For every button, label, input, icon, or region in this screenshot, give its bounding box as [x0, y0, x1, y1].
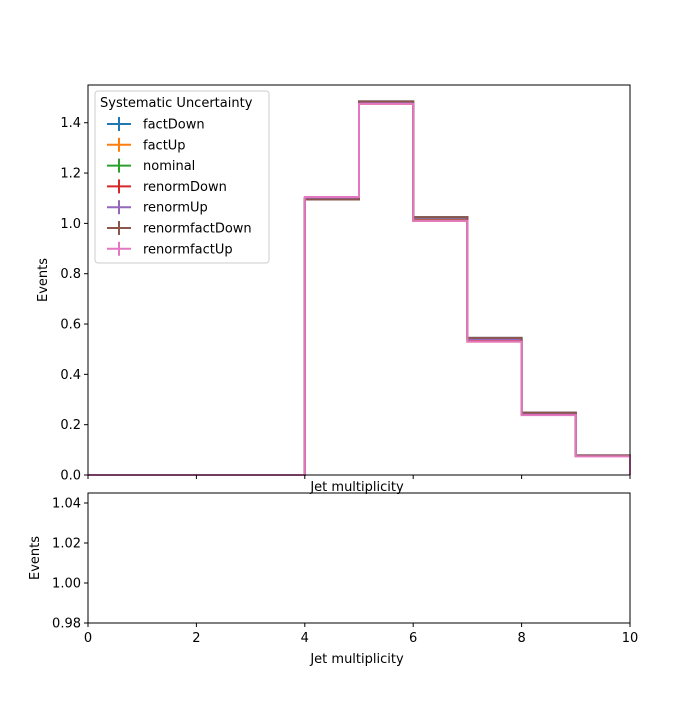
- bottom-y-tick-label: 1.02: [52, 537, 81, 552]
- top-x-axis-label: Jet multiplicity: [309, 480, 404, 495]
- bottom-axes-frame: [87, 492, 631, 624]
- top-y-tick-label: 0.4: [60, 368, 81, 383]
- top-y-tick-label: 1.4: [60, 116, 81, 131]
- legend-entry-renormfactUp: renormfactUp: [107, 241, 233, 257]
- bottom-y-tick-label: 1.00: [52, 577, 81, 592]
- legend-entry-factUp: factUp: [107, 137, 186, 153]
- legend-entries: factDown factUp nominal renormDown renormUp r…: [107, 117, 252, 257]
- bottom-x-axis-label: Jet multiplicity: [309, 652, 404, 667]
- bottom-x-ticks: 0 2 4 6 8 10: [84, 623, 638, 646]
- legend: Systematic Uncertainty factDown factUp nom…: [94, 90, 270, 264]
- top-y-tick-label: 0.0: [60, 469, 81, 484]
- legend-label: renormDown: [143, 180, 227, 195]
- top-y-tick-label: 0.8: [60, 267, 81, 282]
- bottom-x-tick-label: 2: [192, 631, 200, 646]
- legend-label: nominal: [143, 159, 195, 174]
- top-y-tick-label: 0.6: [60, 318, 81, 333]
- legend-title: Systematic Uncertainty: [100, 96, 253, 111]
- bottom-y-tick-label: 1.04: [52, 497, 81, 512]
- bottom-y-ticks: 0.98 1.00 1.02 1.04: [52, 497, 88, 632]
- legend-box: [94, 90, 270, 264]
- bottom-panel: 0.98 1.00 1.02 1.04 0 2 4 6 8 10 Events Jet mult…: [28, 492, 638, 667]
- legend-label: renormfactUp: [143, 242, 233, 257]
- top-y-tick-label: 0.2: [60, 418, 81, 433]
- top-y-axis-label: Events: [36, 258, 51, 302]
- top-y-tick-label: 1.0: [60, 217, 81, 232]
- legend-entry-nominal: nominal: [107, 158, 195, 174]
- legend-entry-renormDown: renormDown: [107, 179, 227, 195]
- bottom-x-tick-label: 6: [409, 631, 417, 646]
- bottom-x-tick-label: 8: [517, 631, 525, 646]
- bottom-x-tick-label: 0: [84, 631, 92, 646]
- top-y-tick-label: 1.2: [60, 167, 81, 182]
- bottom-y-axis-label: Events: [28, 536, 43, 580]
- top-axes-frame: [87, 84, 631, 476]
- top-y-ticks: 0.0 0.2 0.4 0.6 0.8 1.0 1.2 1.4: [60, 116, 88, 484]
- legend-label: renormUp: [143, 201, 208, 216]
- legend-entry-renormUp: renormUp: [107, 200, 208, 216]
- top-panel: 0.0 0.2 0.4 0.6 0.8 1.0 1.2 1.4 Events Jet mult…: [36, 84, 631, 495]
- top-x-ticks: [87, 475, 631, 479]
- legend-label: factDown: [143, 118, 205, 133]
- legend-entry-factDown: factDown: [107, 117, 205, 133]
- legend-label: renormfactDown: [143, 222, 252, 237]
- legend-entry-renormfactDown: renormfactDown: [107, 221, 252, 237]
- bottom-x-tick-label: 4: [301, 631, 309, 646]
- bottom-y-tick-label: 0.98: [52, 617, 81, 632]
- bottom-x-tick-label: 10: [622, 631, 639, 646]
- legend-label: factUp: [143, 138, 186, 153]
